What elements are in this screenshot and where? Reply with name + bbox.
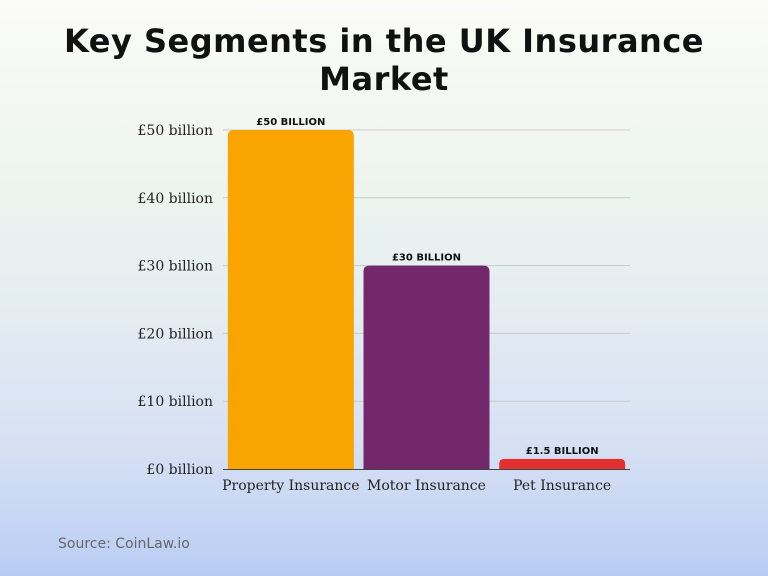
y-tick-label: £30 billion xyxy=(138,259,214,275)
y-tick-label: £10 billion xyxy=(138,394,214,410)
bar-motor-insurance xyxy=(363,265,490,469)
bar-property-insurance xyxy=(227,130,354,469)
data-label: £1.5 BILLION xyxy=(526,446,599,457)
y-tick-label: £40 billion xyxy=(138,191,214,207)
x-tick-label: Motor Insurance xyxy=(367,478,486,494)
chart-title: Key Segments in the UK Insurance Market xyxy=(64,22,704,98)
y-tick-label: £50 billion xyxy=(138,123,214,139)
data-label: £50 BILLION xyxy=(256,117,325,128)
x-tick-label: Pet Insurance xyxy=(513,478,611,494)
data-label: £30 BILLION xyxy=(392,253,461,264)
y-tick-label: £20 billion xyxy=(138,326,214,342)
y-tick-label: £0 billion xyxy=(146,462,213,478)
x-tick-label: Property Insurance xyxy=(222,478,359,494)
source-note: Source: CoinLaw.io xyxy=(58,536,190,552)
bar-pet-insurance xyxy=(499,458,626,469)
